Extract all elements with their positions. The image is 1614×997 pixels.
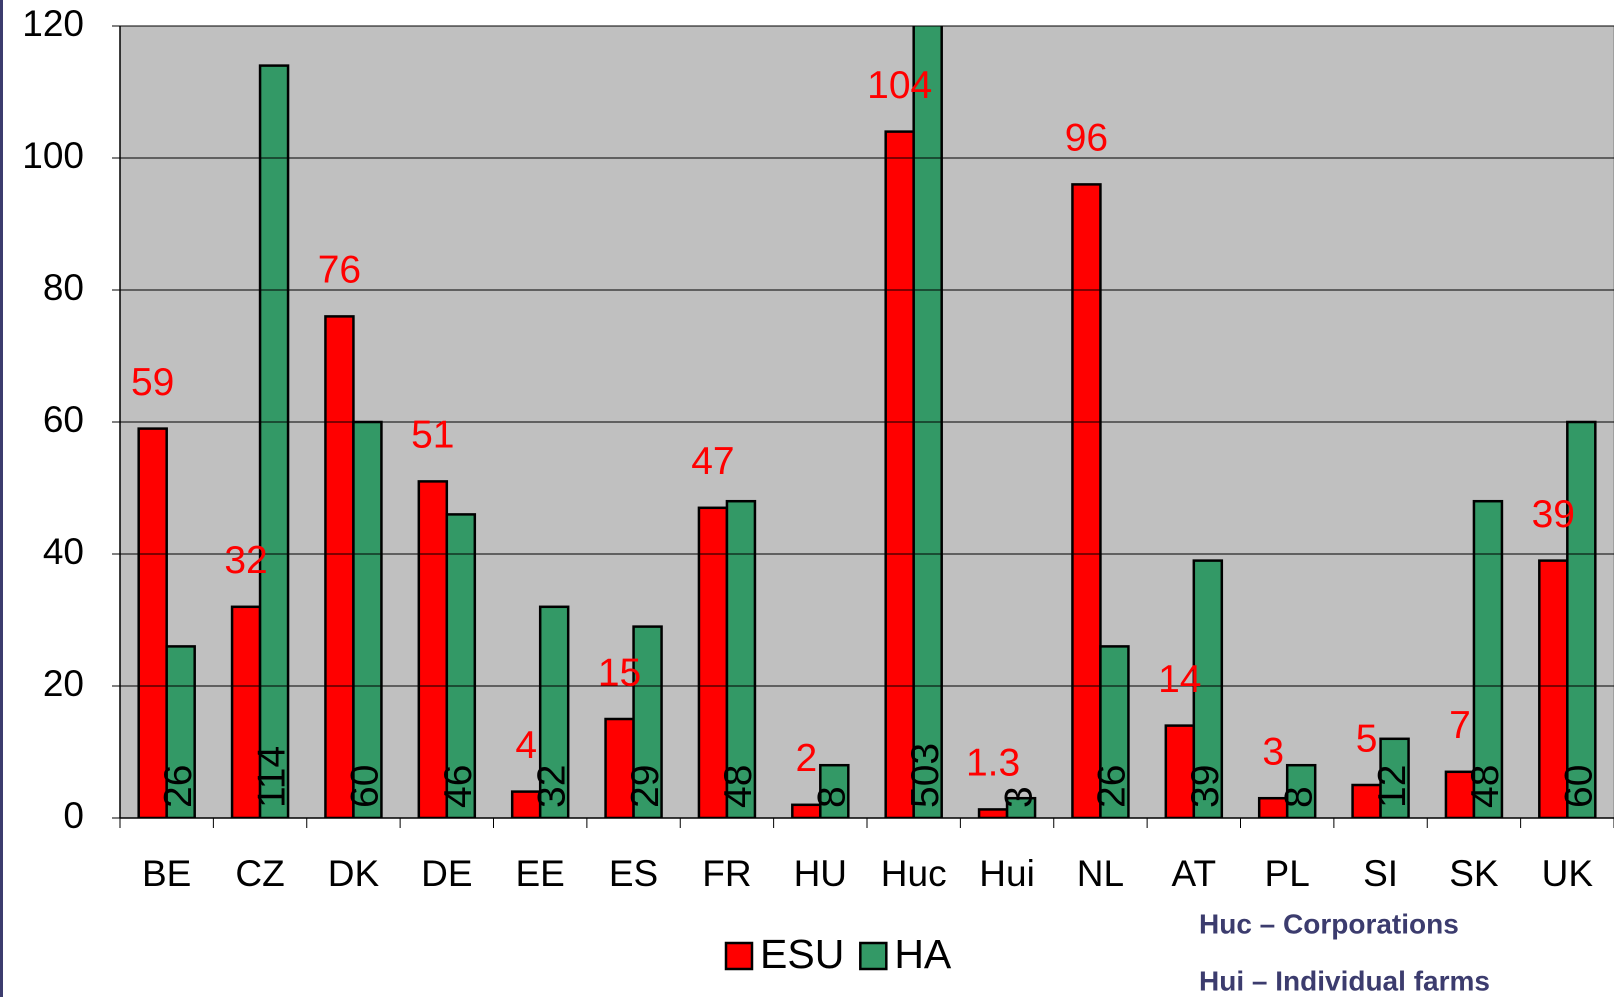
- bar: [1285, 763, 1317, 818]
- value-label: 503: [904, 743, 947, 808]
- value-label: 59: [131, 361, 174, 404]
- bar: [819, 763, 850, 818]
- x-tick-label: Hui: [979, 853, 1035, 894]
- bar: [445, 513, 477, 818]
- bar: [604, 717, 635, 818]
- value-label: 96: [1065, 117, 1108, 160]
- value-label: 8: [1277, 786, 1320, 808]
- value-label: 60: [1558, 765, 1601, 808]
- value-label: 26: [1091, 765, 1134, 808]
- y-tick-label: 80: [43, 267, 84, 308]
- value-label: 48: [1464, 765, 1507, 808]
- value-label: 51: [411, 414, 454, 457]
- value-label: 46: [437, 765, 480, 808]
- y-tick-label: 100: [22, 135, 84, 176]
- y-tick-label: 20: [43, 663, 84, 704]
- bar: [977, 808, 1009, 818]
- value-label: 114: [250, 746, 293, 808]
- note: Huc – Corporations: [1199, 908, 1459, 939]
- x-tick-label: HU: [794, 853, 847, 894]
- value-label: 4: [515, 724, 537, 767]
- x-tick-label: SK: [1449, 853, 1499, 894]
- x-tick-label: EE: [516, 853, 565, 894]
- legend-label: HA: [894, 931, 952, 977]
- value-label: 39: [1532, 493, 1575, 536]
- legend-swatch: [724, 941, 754, 971]
- x-tick-label: DK: [328, 853, 380, 894]
- bar: [510, 790, 542, 818]
- value-label: 5: [1356, 717, 1378, 760]
- value-label: 47: [691, 440, 734, 483]
- value-label: 1.3: [966, 742, 1020, 785]
- bar: [912, 26, 943, 818]
- x-tick-label: FR: [702, 853, 751, 894]
- y-tick-label: 40: [43, 531, 84, 572]
- value-label: 29: [624, 765, 667, 808]
- bar: [352, 420, 383, 818]
- value-label: 2: [795, 737, 817, 780]
- value-label: 12: [1371, 765, 1414, 808]
- value-label: 32: [530, 765, 573, 808]
- y-tick-label: 0: [63, 795, 84, 836]
- bar: [1005, 796, 1037, 818]
- bar: [230, 605, 262, 818]
- bar: [632, 625, 663, 818]
- value-label: 104: [867, 64, 932, 107]
- x-tick-label: CZ: [235, 853, 284, 894]
- x-tick-label: UK: [1542, 853, 1594, 894]
- value-label: 48: [717, 765, 760, 808]
- value-label: 39: [1184, 765, 1227, 808]
- value-label: 8: [811, 786, 854, 808]
- value-label: 15: [598, 651, 641, 694]
- x-tick-label: ES: [609, 853, 658, 894]
- value-label: 26: [157, 765, 200, 808]
- x-tick-label: DE: [421, 853, 472, 894]
- left-border: [0, 0, 3, 997]
- bar: [1192, 559, 1224, 818]
- y-tick-label: 120: [22, 3, 84, 44]
- bar: [258, 64, 290, 818]
- bar: [1566, 420, 1597, 818]
- x-tick-label: SI: [1363, 853, 1398, 894]
- x-tick-label: AT: [1172, 853, 1217, 894]
- x-tick-label: Huc: [881, 853, 947, 894]
- value-label: 3: [1262, 730, 1284, 773]
- bar: [1379, 737, 1410, 818]
- legend-label: ESU: [760, 931, 844, 977]
- bar: [324, 315, 355, 818]
- x-tick-label: BE: [142, 853, 191, 894]
- x-tick-label: PL: [1265, 853, 1310, 894]
- bar: [1099, 645, 1130, 818]
- bar: [417, 480, 449, 818]
- y-tick-label: 60: [43, 399, 84, 440]
- value-label: 14: [1158, 658, 1201, 701]
- bar: [137, 427, 168, 818]
- value-label: 76: [318, 249, 361, 292]
- bar: [165, 645, 196, 818]
- value-label: 7: [1449, 704, 1471, 747]
- bar: [884, 130, 915, 818]
- note: Hui – Individual farms: [1199, 965, 1490, 996]
- legend-swatch: [859, 941, 888, 971]
- value-label: 32: [224, 539, 267, 582]
- bar: [1071, 183, 1102, 818]
- x-tick-label: NL: [1077, 853, 1124, 894]
- value-label: 60: [344, 765, 387, 808]
- value-label: 3: [997, 786, 1040, 808]
- bar: [1351, 783, 1382, 818]
